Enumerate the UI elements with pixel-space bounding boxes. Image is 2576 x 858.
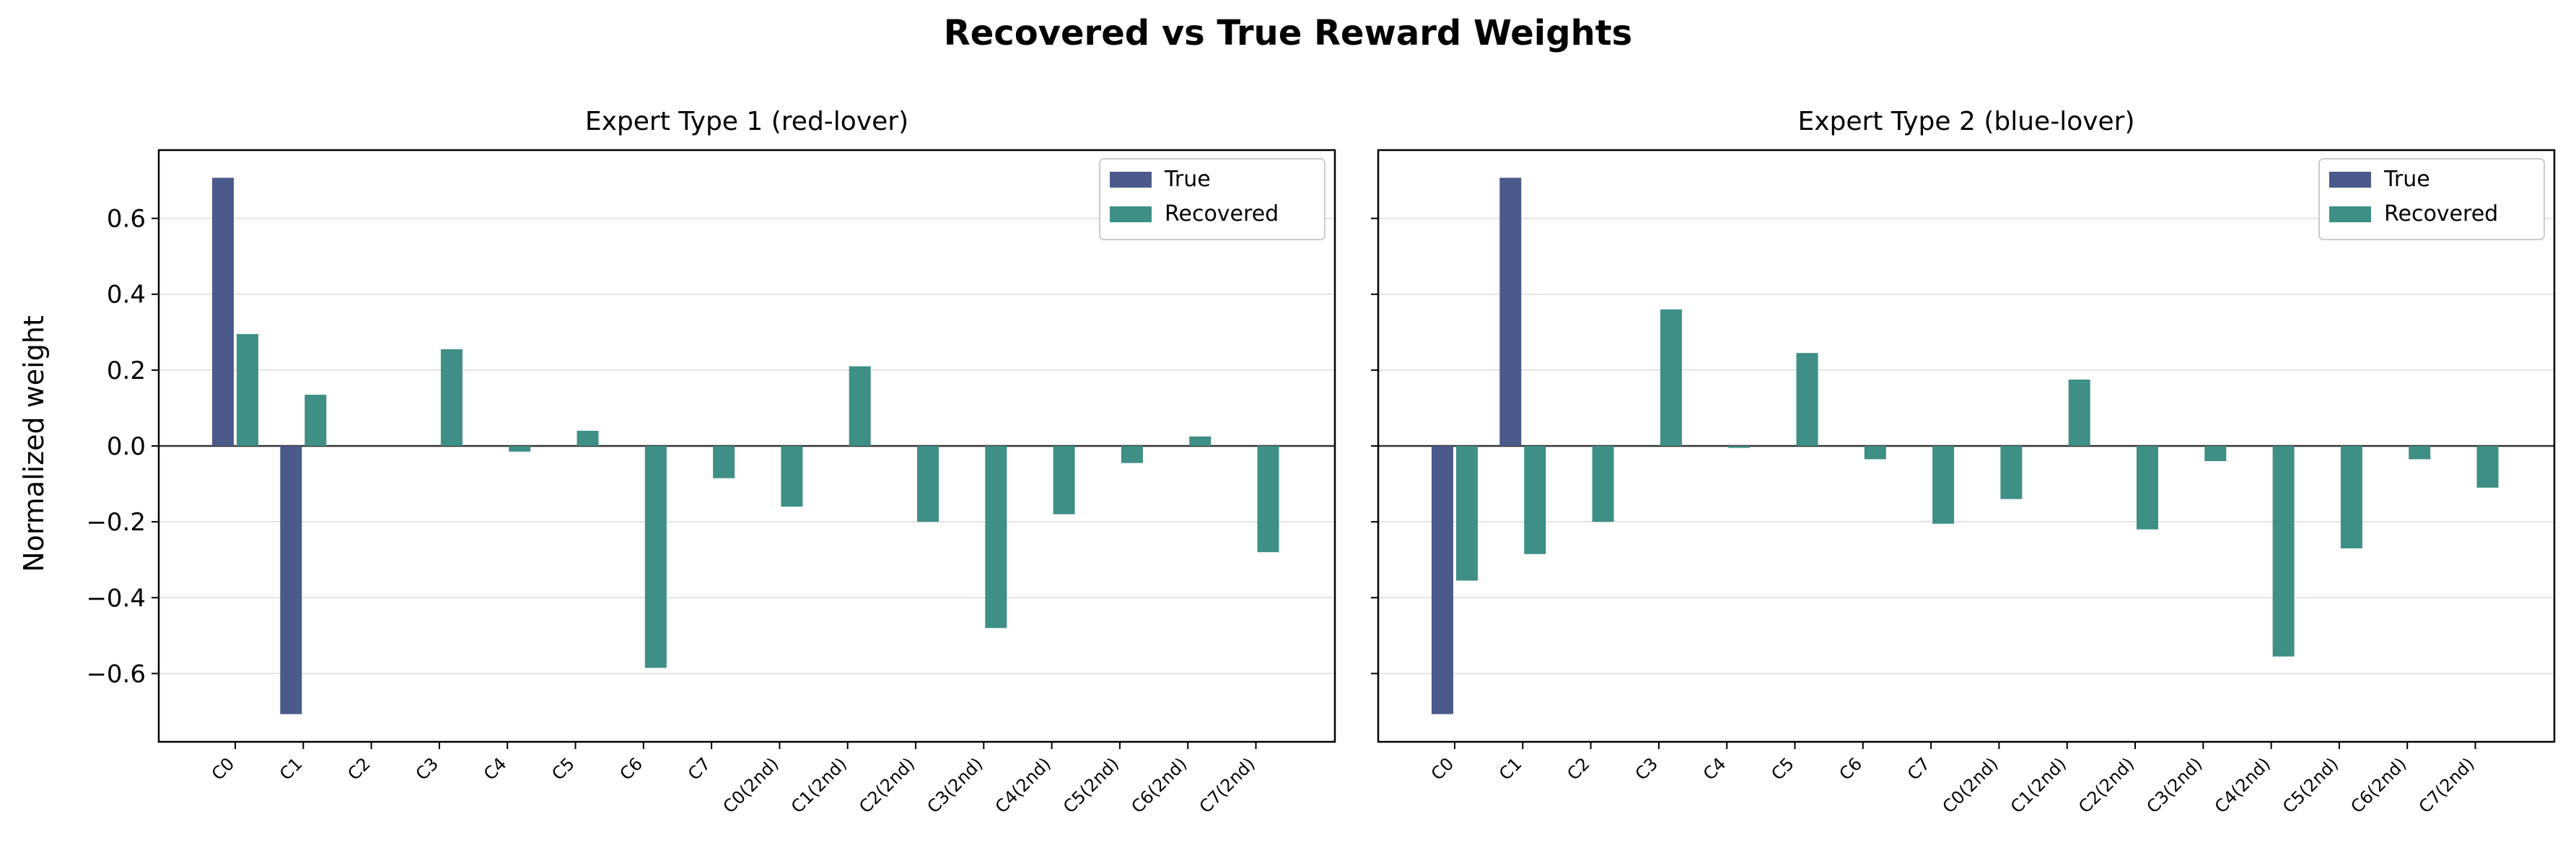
x-tick-label: C2 bbox=[1563, 753, 1593, 784]
legend-label: Recovered bbox=[2384, 201, 2498, 227]
x-tick-label: C0 bbox=[1427, 753, 1458, 784]
recovered-bar-c32nd bbox=[2204, 446, 2227, 462]
x-tick-label: C4 bbox=[1699, 753, 1730, 784]
y-tick-label: 0.0 bbox=[107, 432, 146, 461]
legend-swatch bbox=[1110, 172, 1152, 188]
recovered-bar-c52nd bbox=[1121, 446, 1143, 463]
legend-swatch bbox=[2329, 206, 2371, 222]
recovered-bar-c3 bbox=[440, 349, 463, 446]
recovered-bar-c2 bbox=[1592, 446, 1614, 522]
x-tick-label: C4(2nd) bbox=[991, 753, 1055, 817]
x-tick-label: C5(2nd) bbox=[2279, 753, 2342, 817]
x-tick-label: C1 bbox=[276, 753, 306, 784]
x-tick-label: C6 bbox=[616, 753, 647, 784]
x-tick-label: C1(2nd) bbox=[2007, 753, 2070, 817]
true-bar-c1 bbox=[1499, 178, 1522, 446]
legend bbox=[1099, 158, 1326, 240]
x-tick-label: C2 bbox=[343, 753, 374, 784]
axes-frame bbox=[157, 149, 1336, 743]
recovered-bar-c02nd bbox=[2000, 446, 2023, 499]
recovered-bar-c3 bbox=[1660, 309, 1682, 446]
recovered-bar-c72nd bbox=[2476, 446, 2499, 488]
recovered-bar-c5 bbox=[577, 430, 599, 446]
recovered-bar-c4 bbox=[509, 446, 531, 452]
x-tick-label: C0 bbox=[208, 753, 238, 784]
x-tick-label: C6(2nd) bbox=[2347, 753, 2410, 817]
recovered-bar-c7 bbox=[713, 446, 735, 478]
recovered-bar-c42nd bbox=[1053, 446, 1075, 515]
true-bar-c0 bbox=[212, 178, 234, 446]
recovered-bar-c12nd bbox=[849, 366, 871, 446]
x-tick-label: C2(2nd) bbox=[2075, 753, 2138, 817]
recovered-bar-c22nd bbox=[2137, 446, 2158, 530]
x-tick-label: C0(2nd) bbox=[1939, 753, 2002, 817]
y-tick-label: −0.2 bbox=[86, 508, 146, 537]
x-tick-label: C5 bbox=[548, 753, 578, 784]
x-tick-label: C5(2nd) bbox=[1059, 753, 1123, 817]
panel-expert-type-1: Expert Type 1 (red-lover) −0.6 −0.4 −0.2 0.0… bbox=[86, 107, 1336, 817]
recovered-bar-c62nd bbox=[1189, 436, 1212, 446]
x-tick-label: C1 bbox=[1495, 753, 1525, 784]
panel-expert-type-2: Expert Type 2 (blue-lover) C0 C1 C2 C3 C4 C5 C6… bbox=[1371, 107, 2556, 817]
x-tick-label: C3(2nd) bbox=[2143, 753, 2207, 817]
y-tick-label: −0.6 bbox=[86, 660, 146, 688]
recovered-bar-c7 bbox=[1932, 446, 1955, 524]
x-tick-label: C3 bbox=[1631, 753, 1662, 784]
recovered-bar-c0 bbox=[237, 333, 258, 446]
recovered-bar-c0 bbox=[1456, 446, 1478, 581]
recovered-bar-c12nd bbox=[2068, 380, 2090, 446]
true-bar-c1 bbox=[280, 446, 302, 714]
x-tick-label: C5 bbox=[1767, 753, 1797, 784]
recovered-bar-c52nd bbox=[2340, 446, 2362, 548]
figure-title: Recovered vs True Reward Weights bbox=[943, 13, 1633, 53]
x-tick-label: C7(2nd) bbox=[1196, 753, 1259, 817]
recovered-bar-c6 bbox=[1864, 446, 1886, 460]
true-bar-c0 bbox=[1432, 446, 1453, 714]
legend-label: True bbox=[1164, 167, 1211, 192]
x-tick-label: C3 bbox=[412, 753, 442, 784]
recovered-bar-c42nd bbox=[2272, 446, 2295, 657]
y-tick-label: 0.6 bbox=[107, 205, 146, 234]
y-tick-label: −0.4 bbox=[86, 584, 146, 613]
recovered-bar-c72nd bbox=[1257, 446, 1279, 553]
legend-label: True bbox=[2383, 167, 2430, 192]
legend bbox=[2318, 158, 2545, 240]
panel-title: Expert Type 2 (blue-lover) bbox=[1797, 107, 2134, 136]
x-tick-label: C6 bbox=[1836, 753, 1866, 784]
x-tick-label: C3(2nd) bbox=[924, 753, 987, 817]
x-tick-label: C1(2nd) bbox=[787, 753, 851, 817]
recovered-bar-c1 bbox=[305, 395, 327, 446]
recovered-bar-c6 bbox=[644, 446, 667, 668]
x-tick-label: C7 bbox=[684, 753, 714, 784]
legend-label: Recovered bbox=[1165, 201, 1279, 227]
panel-title: Expert Type 1 (red-lover) bbox=[585, 107, 908, 136]
y-axis-label: Normalized weight bbox=[18, 315, 50, 572]
x-tick-label: C4(2nd) bbox=[2211, 753, 2274, 817]
x-tick-label: C6(2nd) bbox=[1127, 753, 1191, 817]
recovered-bar-c62nd bbox=[2409, 446, 2431, 460]
legend-swatch bbox=[2329, 172, 2371, 188]
recovered-bar-c32nd bbox=[985, 446, 1007, 629]
x-tick-label: C4 bbox=[480, 753, 510, 784]
x-tick-label: C7 bbox=[1903, 753, 1934, 784]
recovered-bar-c5 bbox=[1796, 353, 1818, 446]
y-tick-label: 0.2 bbox=[107, 356, 146, 385]
recovered-bar-c02nd bbox=[781, 446, 803, 507]
x-tick-label: C7(2nd) bbox=[2415, 753, 2479, 817]
recovered-bar-c1 bbox=[1524, 446, 1546, 554]
recovered-bar-c4 bbox=[1728, 446, 1751, 448]
x-tick-label: C0(2nd) bbox=[719, 753, 783, 817]
y-tick-label: 0.4 bbox=[107, 281, 146, 310]
axes-frame bbox=[1377, 149, 2556, 743]
legend-swatch bbox=[1110, 206, 1152, 222]
recovered-bar-c22nd bbox=[917, 446, 939, 522]
x-tick-label: C2(2nd) bbox=[855, 753, 919, 817]
